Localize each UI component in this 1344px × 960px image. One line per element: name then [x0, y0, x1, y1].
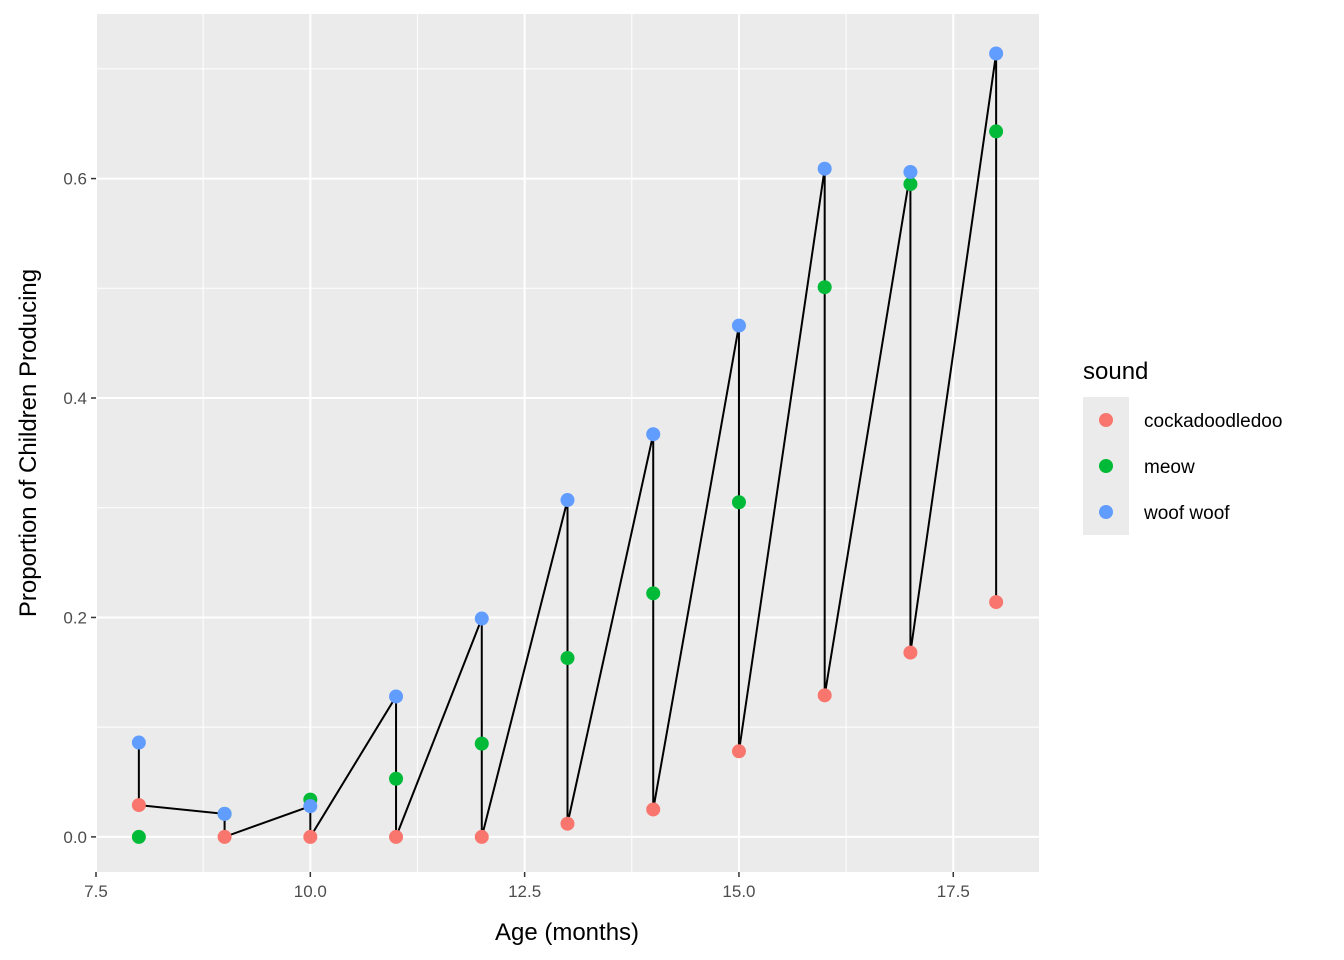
x-axis-ticks: 7.5 10.0 12.5 15.0 17.5	[84, 872, 970, 901]
point-meow	[131, 829, 146, 844]
point-woof-woof	[217, 806, 232, 821]
point-meow	[560, 651, 575, 666]
x-tick-label: 17.5	[937, 882, 970, 901]
x-tick-label: 15.0	[722, 882, 755, 901]
legend-key-cockadoodledoo	[1099, 413, 1113, 427]
y-tick-label: 0.4	[63, 389, 87, 408]
x-tick-label: 12.5	[508, 882, 541, 901]
legend-label-cockadoodledoo: cockadoodledoo	[1144, 411, 1282, 432]
legend-key-woof-woof	[1099, 505, 1113, 519]
point-cockadoodledoo	[217, 829, 232, 844]
point-cockadoodledoo	[303, 829, 318, 844]
point-woof-woof	[903, 164, 918, 179]
x-tick-label: 10.0	[294, 882, 327, 901]
point-cockadoodledoo	[646, 802, 661, 817]
data-points	[131, 46, 1004, 844]
y-axis-ticks: 0.0 0.2 0.4 0.6	[63, 170, 96, 847]
point-cockadoodledoo	[131, 798, 146, 813]
x-tick-label: 7.5	[84, 882, 108, 901]
point-cockadoodledoo	[474, 829, 489, 844]
point-cockadoodledoo	[817, 688, 832, 703]
legend: sound cockadoodledoo meow woof woof	[1083, 358, 1282, 535]
point-meow	[646, 586, 661, 601]
point-woof-woof	[731, 318, 746, 333]
point-woof-woof	[646, 427, 661, 442]
point-woof-woof	[303, 799, 318, 814]
y-tick-label: 0.2	[63, 608, 87, 627]
legend-items: cockadoodledoo meow woof woof	[1099, 411, 1282, 524]
point-woof-woof	[389, 689, 404, 704]
point-meow	[989, 124, 1004, 139]
point-woof-woof	[560, 493, 575, 508]
point-woof-woof	[989, 46, 1004, 61]
y-axis-title: Proportion of Children Producing	[15, 269, 42, 617]
legend-key-meow	[1099, 459, 1113, 473]
point-cockadoodledoo	[903, 645, 918, 660]
point-woof-woof	[474, 611, 489, 626]
point-meow	[731, 495, 746, 510]
legend-title: sound	[1083, 358, 1148, 385]
point-meow	[474, 736, 489, 751]
point-cockadoodledoo	[389, 829, 404, 844]
point-woof-woof	[131, 735, 146, 750]
point-cockadoodledoo	[731, 744, 746, 759]
y-tick-label: 0.0	[63, 828, 87, 847]
x-axis-title: Age (months)	[495, 919, 639, 946]
point-meow	[817, 280, 832, 295]
point-cockadoodledoo	[989, 595, 1004, 610]
y-tick-label: 0.6	[63, 170, 87, 189]
point-meow	[389, 771, 404, 786]
legend-label-woof-woof: woof woof	[1143, 503, 1230, 524]
point-meow	[903, 177, 918, 192]
legend-label-meow: meow	[1144, 457, 1195, 478]
point-woof-woof	[817, 161, 832, 176]
point-cockadoodledoo	[560, 816, 575, 831]
